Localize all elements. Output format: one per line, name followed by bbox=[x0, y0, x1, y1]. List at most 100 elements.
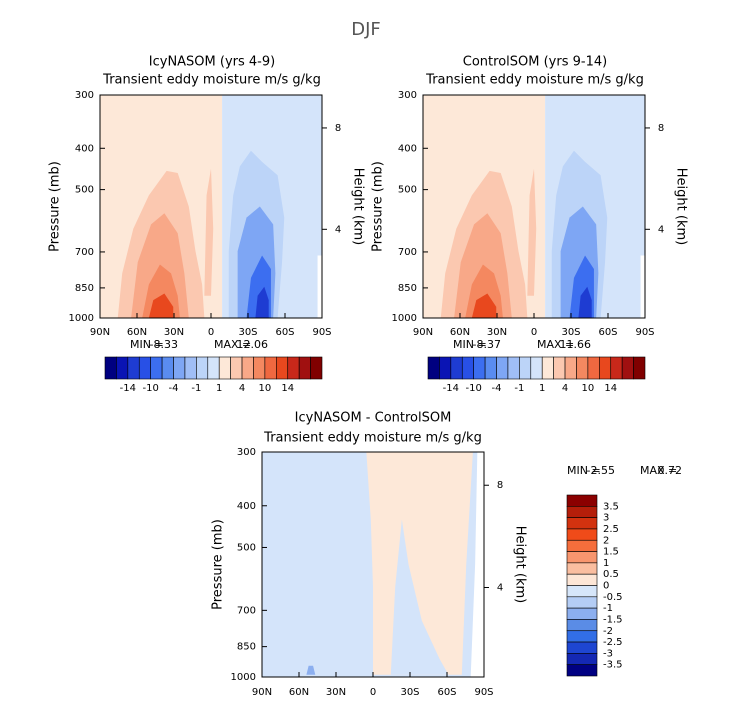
panel-title: ControlSOM (yrs 9-14) bbox=[463, 55, 607, 70]
colorbar-box bbox=[218, 356, 231, 380]
min-label: MIN = bbox=[453, 338, 487, 351]
colorbar-box bbox=[566, 596, 598, 609]
colorbar-label: 1 bbox=[539, 383, 545, 394]
x-tick-label: 60S bbox=[598, 327, 617, 338]
colorbar-label: -0.5 bbox=[603, 592, 623, 603]
colorbar-box bbox=[566, 619, 598, 632]
colorbar-box bbox=[161, 356, 174, 380]
colorbar-label: -10 bbox=[466, 383, 482, 394]
y-tick-label: 850 bbox=[398, 283, 417, 294]
x-tick-label: 30N bbox=[164, 327, 184, 338]
colorbar-box bbox=[253, 356, 266, 380]
min-label: MIN = bbox=[567, 464, 601, 477]
colorbar-label: 14 bbox=[604, 383, 617, 394]
colorbar-box bbox=[633, 356, 646, 380]
colorbar-box bbox=[496, 356, 509, 380]
colorbar-box bbox=[566, 585, 598, 598]
x-tick-label: 60N bbox=[289, 687, 309, 698]
contour-region bbox=[148, 293, 174, 318]
colorbar-box bbox=[566, 506, 598, 518]
colorbar-label: 4 bbox=[239, 383, 245, 394]
colorbar-box bbox=[507, 356, 520, 380]
colorbar-box bbox=[566, 551, 598, 564]
colorbar-box bbox=[484, 356, 497, 380]
y-tick-label: 700 bbox=[237, 605, 256, 616]
colorbar-box bbox=[276, 356, 289, 380]
y-tick-label: 500 bbox=[398, 185, 417, 196]
colorbar-label: -3.5 bbox=[603, 660, 623, 671]
colorbar-box bbox=[184, 356, 197, 380]
y-tick-label: 700 bbox=[75, 247, 94, 258]
y-tick-label: 400 bbox=[237, 501, 256, 512]
colorbar-box bbox=[530, 356, 543, 380]
colorbar-box bbox=[566, 539, 598, 552]
x-tick-label: 60N bbox=[127, 327, 147, 338]
colorbar-label: 1 bbox=[216, 383, 222, 394]
y-tick-label: 1000 bbox=[69, 313, 94, 324]
x-tick-label: 90S bbox=[474, 687, 493, 698]
x-tick-label: 30S bbox=[238, 327, 257, 338]
y-axis-label: Pressure (mb) bbox=[48, 161, 63, 252]
colorbar-label: 3 bbox=[603, 513, 609, 524]
x-tick-label: 90N bbox=[413, 327, 433, 338]
y-tick-label: 700 bbox=[398, 247, 417, 258]
colorbar-box bbox=[473, 356, 486, 380]
y2-tick-label: 8 bbox=[497, 480, 503, 491]
y-axis-label: Pressure (mb) bbox=[371, 161, 386, 252]
colorbar-box bbox=[116, 356, 129, 380]
x-tick-label: 30N bbox=[326, 687, 346, 698]
x-tick-label: 90S bbox=[312, 327, 331, 338]
colorbar-label: 0.5 bbox=[603, 569, 619, 580]
colorbar-box bbox=[566, 573, 598, 586]
colorbar-box bbox=[461, 356, 474, 380]
contour-region bbox=[204, 168, 214, 296]
y-tick-label: 300 bbox=[237, 447, 256, 458]
colorbar-label: -3 bbox=[603, 648, 613, 659]
contour-region bbox=[366, 452, 473, 675]
colorbar-box bbox=[519, 356, 532, 380]
x-tick-label: 30S bbox=[561, 327, 580, 338]
x-tick-label: 90N bbox=[252, 687, 272, 698]
contour-region bbox=[527, 168, 537, 296]
y-tick-label: 1000 bbox=[392, 313, 417, 324]
x-tick-label: 90S bbox=[635, 327, 654, 338]
y-axis-label: Pressure (mb) bbox=[211, 519, 226, 610]
x-tick-label: 30N bbox=[487, 327, 507, 338]
min-value: -8.37 bbox=[473, 338, 501, 351]
y-tick-label: 1000 bbox=[231, 672, 256, 683]
y-tick-label: 500 bbox=[75, 185, 94, 196]
colorbar-box bbox=[553, 356, 566, 380]
colorbar-box bbox=[566, 630, 598, 643]
colorbar-label: -2.5 bbox=[603, 637, 623, 648]
colorbar-box bbox=[587, 356, 600, 380]
colorbar-box bbox=[564, 356, 577, 380]
y-tick-label: 300 bbox=[75, 90, 94, 101]
colorbar-label: 2.5 bbox=[603, 524, 619, 535]
colorbar-box bbox=[287, 356, 300, 380]
x-tick-label: 0 bbox=[370, 687, 376, 698]
colorbar-box bbox=[207, 356, 220, 380]
colorbar-label: 1.5 bbox=[603, 547, 619, 558]
colorbar-label: -1 bbox=[191, 383, 201, 394]
colorbar-box bbox=[621, 356, 634, 380]
contour-region bbox=[390, 519, 449, 675]
colorbar-label: -14 bbox=[120, 383, 136, 394]
colorbar-box bbox=[264, 356, 277, 380]
colorbar-box bbox=[150, 356, 163, 380]
y2-axis-label: Height (km) bbox=[513, 526, 528, 603]
colorbar-label: -14 bbox=[443, 383, 459, 394]
y2-tick-label: 8 bbox=[335, 123, 341, 134]
y-tick-label: 300 bbox=[398, 90, 417, 101]
y2-tick-label: 4 bbox=[497, 583, 503, 594]
colorbar-box bbox=[566, 607, 598, 620]
panel-subtitle: Transient eddy moisture m/s g/kg bbox=[425, 73, 644, 88]
y-tick-label: 850 bbox=[75, 283, 94, 294]
colorbar-box bbox=[173, 356, 186, 380]
colorbar-label: -1 bbox=[514, 383, 524, 394]
colorbar-box bbox=[566, 653, 598, 665]
x-tick-label: 60S bbox=[275, 327, 294, 338]
panel-subtitle: Transient eddy moisture m/s g/kg bbox=[263, 431, 482, 446]
y-tick-label: 850 bbox=[237, 642, 256, 653]
colorbar-box bbox=[241, 356, 254, 380]
